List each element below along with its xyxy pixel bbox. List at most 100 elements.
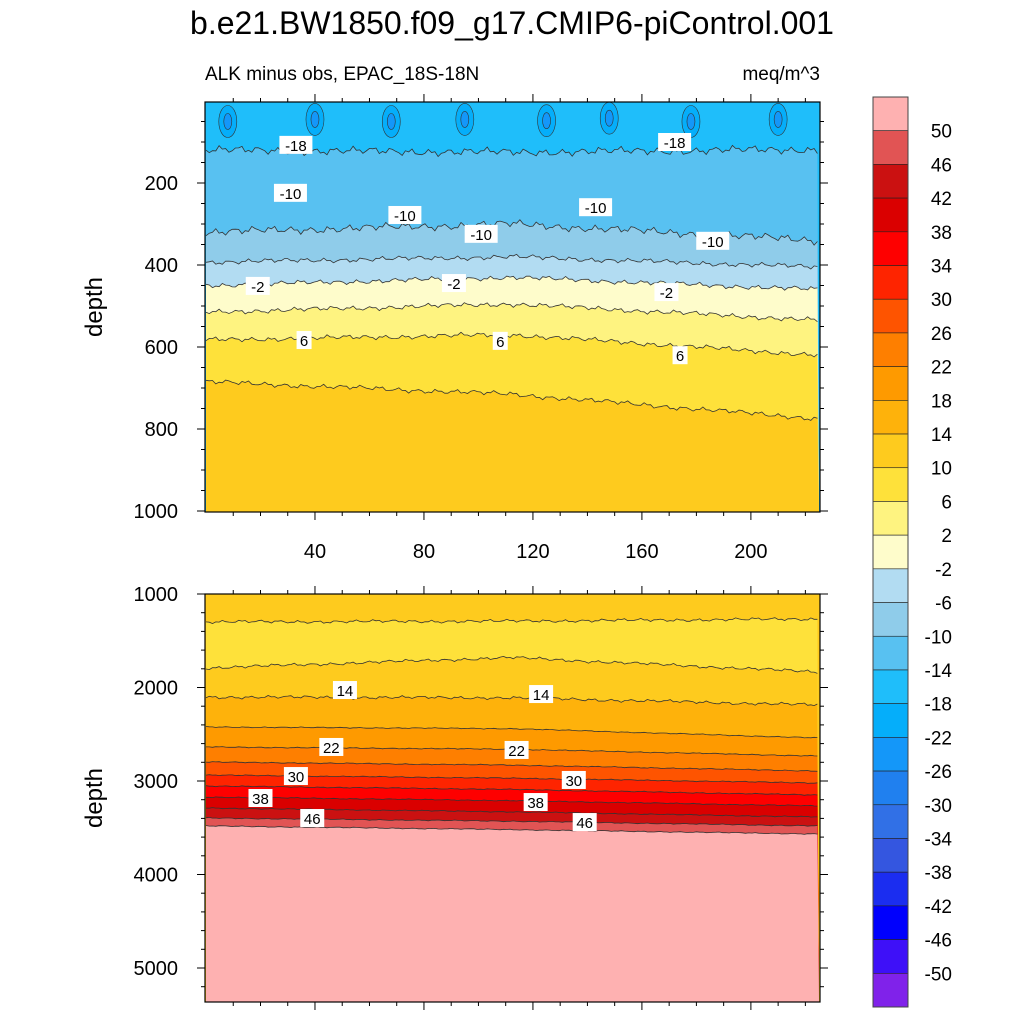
colorbar-swatch bbox=[872, 467, 909, 502]
contour-label-text: 14 bbox=[337, 683, 354, 700]
contour-label-text: -10 bbox=[585, 200, 607, 217]
y-tick-label: 600 bbox=[145, 337, 178, 359]
colorbar-label: 22 bbox=[931, 358, 952, 379]
contour-label-box bbox=[388, 205, 422, 224]
contour-minimum bbox=[686, 113, 696, 130]
contour-label: -18 bbox=[658, 133, 692, 152]
chart-title: b.e21.BW1850.f09_g17.CMIP6-piControl.001 bbox=[190, 5, 834, 41]
x-tick-label: 120 bbox=[516, 541, 549, 563]
contour-label-text: -10 bbox=[702, 234, 724, 251]
contour-label-text: -2 bbox=[251, 279, 264, 296]
contour-label: 38 bbox=[248, 789, 273, 808]
contour-minimum bbox=[542, 112, 551, 129]
colorbar-swatch bbox=[872, 231, 909, 266]
colorbar-label: -42 bbox=[925, 897, 952, 918]
colorbar-swatch bbox=[872, 669, 909, 704]
colorbar-label: 50 bbox=[931, 122, 952, 143]
x-tick-label: 40 bbox=[304, 541, 326, 563]
x-tick-label: 200 bbox=[734, 541, 767, 563]
contour-label-text: 6 bbox=[676, 348, 684, 365]
contour-label: 14 bbox=[332, 681, 357, 700]
contour-line bbox=[205, 253, 818, 270]
y-tick-label: 800 bbox=[145, 419, 178, 441]
contour-label-box bbox=[245, 276, 270, 295]
contour-label-text: 30 bbox=[288, 769, 305, 786]
contour-band bbox=[206, 380, 819, 512]
contour-minimum bbox=[773, 111, 783, 128]
panel-lower: 14 14 22 22 30 30 38 38 46 46 1000 2000 3000 4000 5000 bbox=[134, 584, 828, 1010]
contour-fills: -18 -18 -10 -10 -10 -10 -10 -2 -2 -2 6 6 6 bbox=[205, 102, 820, 512]
colorbar-swatch bbox=[872, 332, 909, 367]
contour-label: 6 bbox=[296, 331, 312, 350]
colorbar-label: 38 bbox=[931, 223, 952, 244]
contour-label: 22 bbox=[504, 740, 529, 760]
colorbar-label: -14 bbox=[925, 661, 953, 682]
contour-label-box bbox=[579, 198, 613, 217]
contour-label-text: -18 bbox=[285, 138, 307, 155]
colorbar-label: 6 bbox=[941, 492, 952, 513]
colorbar-swatch bbox=[872, 905, 909, 940]
colorbar-swatch bbox=[872, 770, 909, 806]
colorbar-swatch bbox=[872, 972, 909, 1008]
contour-label: 6 bbox=[672, 346, 688, 365]
y-tick-label: 4000 bbox=[134, 865, 179, 887]
contour-label-box bbox=[523, 793, 548, 812]
chart-units: meq/m^3 bbox=[742, 64, 820, 85]
contour-line bbox=[206, 796, 818, 807]
plot-frame bbox=[204, 101, 821, 513]
colorbar-swatch bbox=[872, 703, 909, 738]
colorbar-label: 42 bbox=[931, 189, 952, 210]
contour-line bbox=[205, 379, 818, 421]
contour-label-text: -10 bbox=[470, 227, 492, 244]
contour-minimum bbox=[223, 113, 233, 130]
contour-label: 6 bbox=[492, 331, 508, 351]
colorbar-label: -18 bbox=[925, 695, 952, 716]
contour-label: -2 bbox=[441, 274, 466, 293]
contour-line bbox=[205, 617, 818, 625]
contour-label-box bbox=[529, 685, 554, 704]
contour-label-box bbox=[319, 737, 344, 756]
contour-label-box bbox=[283, 767, 308, 786]
colorbar-label: -26 bbox=[925, 762, 952, 783]
contour-label: 38 bbox=[523, 793, 548, 812]
x-tick-label: 160 bbox=[625, 541, 658, 563]
colorbar-swatch bbox=[872, 96, 909, 132]
colorbar-label: 14 bbox=[931, 425, 953, 446]
contour-line bbox=[205, 655, 818, 674]
contour-label-text: 6 bbox=[300, 333, 308, 350]
contour-label-text: -18 bbox=[664, 135, 686, 152]
y-tick-label: 3000 bbox=[134, 771, 179, 793]
contour-minimum bbox=[386, 113, 396, 130]
contour-label: -10 bbox=[273, 183, 307, 203]
colorbar-swatch bbox=[872, 265, 909, 300]
contour-line bbox=[205, 761, 818, 772]
colorbar-swatch bbox=[872, 433, 909, 469]
contour-label: -18 bbox=[279, 135, 313, 155]
contour-label: 46 bbox=[300, 809, 325, 828]
colorbar-label: -38 bbox=[925, 863, 952, 884]
colorbar-label: -6 bbox=[935, 594, 952, 615]
colorbar-label: -46 bbox=[925, 931, 952, 952]
contour-label-box bbox=[279, 135, 313, 154]
x-tick-label: 80 bbox=[413, 541, 435, 563]
contour-label: -2 bbox=[245, 276, 270, 296]
colorbar-swatch bbox=[872, 197, 909, 233]
contour-label-text: 22 bbox=[323, 740, 340, 757]
contour-label-text: -2 bbox=[660, 285, 673, 302]
contour-label: 30 bbox=[283, 767, 308, 786]
colorbar-swatch bbox=[872, 871, 909, 907]
colorbar-label: 34 bbox=[931, 257, 953, 278]
contour-label-text: -2 bbox=[447, 276, 460, 293]
contour-label-box bbox=[464, 224, 498, 243]
contour-label: -10 bbox=[464, 224, 498, 244]
contour-label-text: -10 bbox=[280, 186, 302, 203]
y-tick-label: 1000 bbox=[134, 584, 179, 606]
colorbar-label: 18 bbox=[931, 391, 952, 412]
contour-label-text: 30 bbox=[565, 773, 582, 790]
contour-line bbox=[205, 302, 818, 323]
colorbar-label: -22 bbox=[925, 728, 952, 749]
contour-label-text: 38 bbox=[527, 795, 544, 812]
contour-label-text: 14 bbox=[533, 687, 550, 704]
contour-band bbox=[206, 825, 819, 1002]
